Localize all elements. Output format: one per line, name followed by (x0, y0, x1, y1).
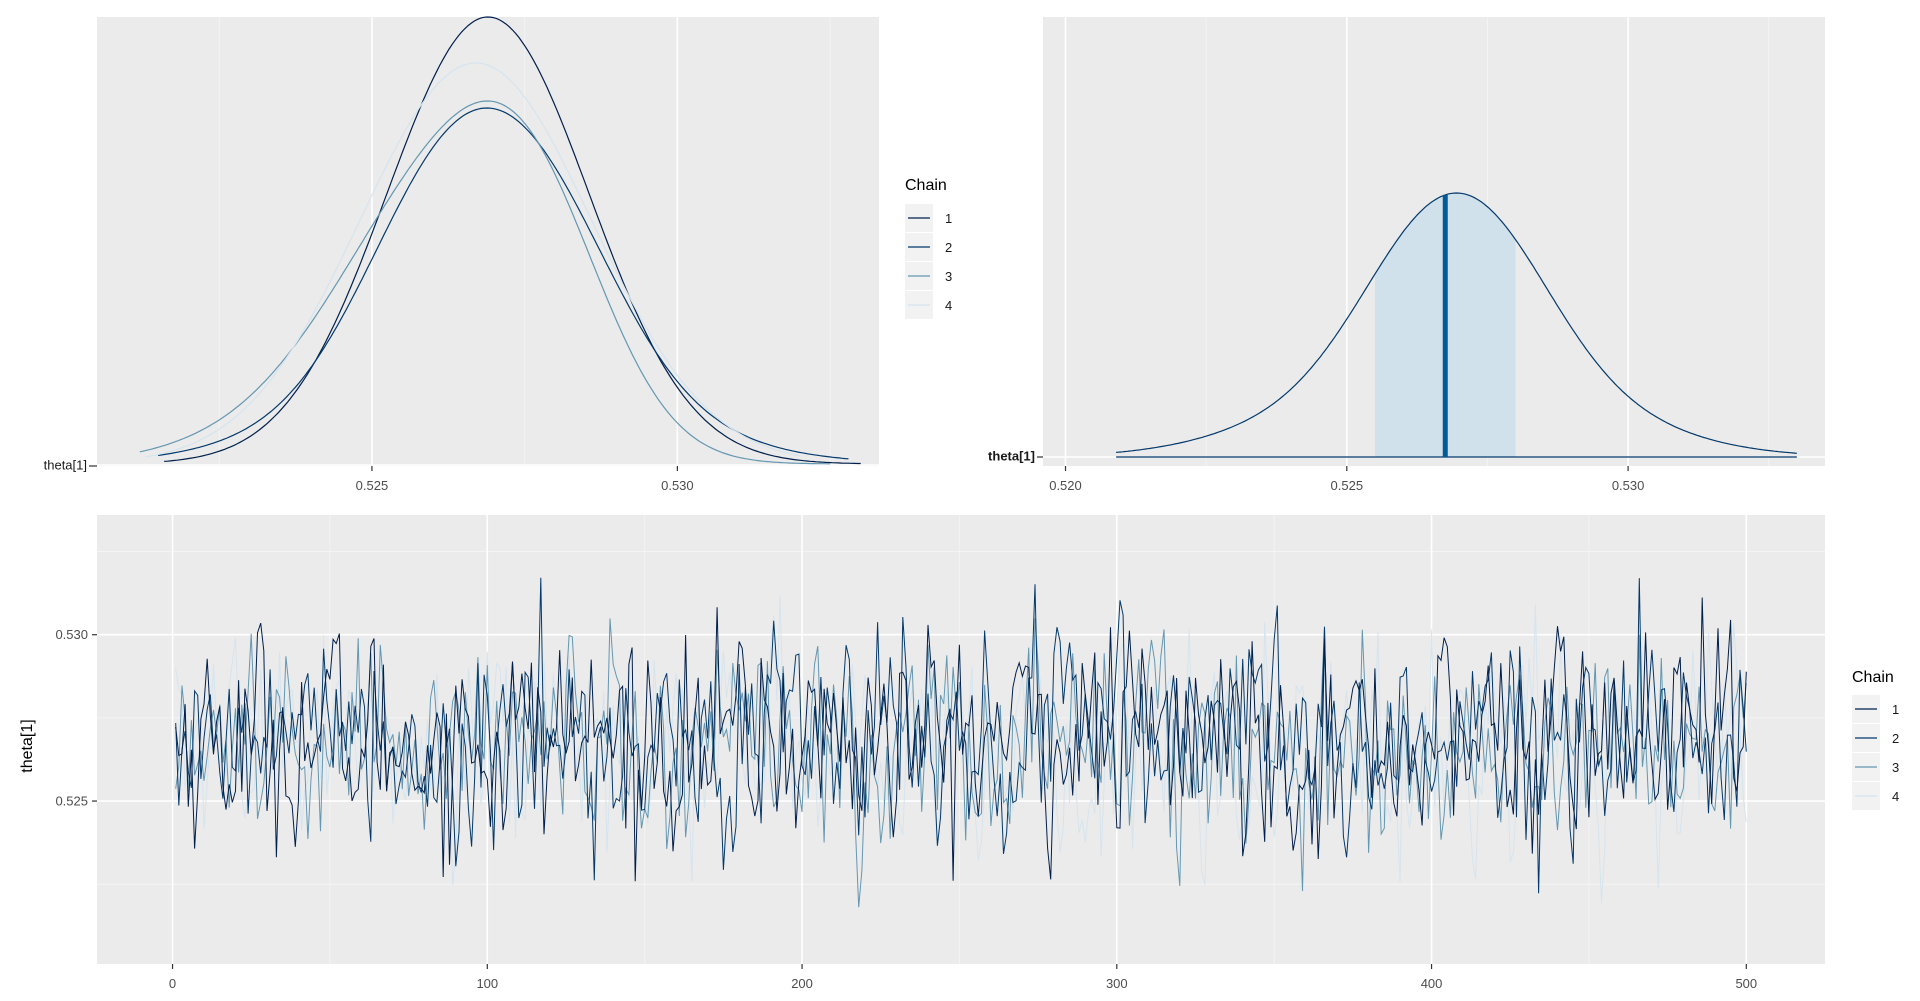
trace-line-chain-4 (175, 595, 1747, 903)
trace-y-axis-title: theta[1] (19, 719, 36, 772)
areas-x-tick-label-0: 0.520 (1049, 478, 1082, 493)
trace-line-chain-1 (175, 597, 1747, 882)
trace-legend-label-4: 4 (1892, 789, 1899, 804)
density-x-ticks: 0.525 0.530 (356, 466, 694, 493)
trace-legend-label-3: 3 (1892, 760, 1899, 775)
density-x-tick-label-0: 0.525 (356, 478, 389, 493)
density-legend-label-4: 4 (945, 298, 952, 313)
density-legend: Chain 1 2 3 4 (905, 177, 952, 319)
density-legend-label-3: 3 (945, 269, 952, 284)
trace-legend-label-1: 1 (1892, 702, 1899, 717)
density-x-tick-label-1: 0.530 (661, 478, 694, 493)
areas-density-outline (1116, 192, 1797, 454)
areas-shapes (1116, 192, 1797, 458)
density-line-chain-1 (164, 16, 861, 465)
density-lines (139, 16, 861, 465)
trace-legend-title: Chain (1852, 669, 1894, 686)
trace-x-tick-label-5: 500 (1735, 976, 1757, 991)
trace-x-tick-label-0: 0 (169, 976, 176, 991)
trace-x-tick-label-3: 300 (1106, 976, 1128, 991)
density-legend-label-1: 1 (945, 211, 952, 226)
areas-panel: 0.520 0.525 0.530 theta[1] (988, 17, 1825, 493)
density-y-tick-label: theta[1] (44, 457, 87, 472)
trace-x-tick-label-4: 400 (1421, 976, 1443, 991)
trace-legend: Chain 1 2 3 4 (1852, 669, 1899, 810)
trace-lines (175, 577, 1747, 908)
density-gridlines (97, 17, 879, 466)
trace-y-tick-label-0: 0.525 (55, 794, 88, 809)
density-legend-label-2: 2 (945, 240, 952, 255)
trace-line-chain-2 (175, 577, 1747, 894)
trace-y-tick-label-1: 0.530 (55, 627, 88, 642)
areas-x-ticks: 0.520 0.525 0.530 (1049, 466, 1644, 493)
areas-y-tick-label: theta[1] (988, 448, 1035, 463)
density-plot-background (97, 17, 879, 466)
trace-x-ticks: 0 100 200 300 400 500 (169, 964, 1757, 991)
density-panel: 0.525 0.530 theta[1] Chain 1 2 3 4 (44, 16, 952, 493)
trace-panel: 0 100 200 300 400 500 0.525 0.530 theta[1] Cha… (19, 515, 1899, 991)
areas-x-tick-label-1: 0.525 (1331, 478, 1364, 493)
trace-legend-label-2: 2 (1892, 731, 1899, 746)
density-legend-title: Chain (905, 177, 947, 194)
density-line-chain-4 (145, 62, 800, 458)
trace-x-tick-label-2: 200 (791, 976, 813, 991)
trace-x-tick-label-1: 100 (476, 976, 498, 991)
trace-y-ticks: 0.525 0.530 (55, 627, 97, 809)
density-line-chain-3 (139, 100, 831, 465)
areas-x-tick-label-2: 0.530 (1612, 478, 1645, 493)
